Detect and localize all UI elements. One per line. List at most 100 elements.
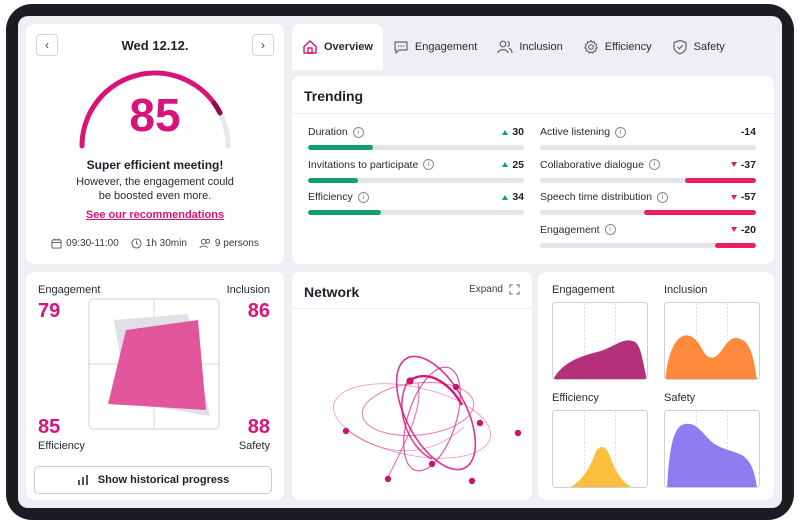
efficiency-label: Efficiency	[38, 440, 85, 452]
shield-icon	[673, 39, 687, 55]
network-card: Network Expand	[292, 272, 532, 500]
info-icon[interactable]: i	[648, 159, 660, 170]
chevron-left-icon: ‹	[45, 38, 49, 52]
info-icon[interactable]: i	[423, 159, 435, 170]
next-day-button[interactable]: ›	[252, 34, 274, 56]
info-icon[interactable]: i	[604, 224, 616, 235]
users-icon	[199, 238, 210, 249]
trending-item-delta: 25	[502, 159, 524, 171]
safety-distribution-label: Safety	[664, 392, 696, 404]
meeting-time-text: 09:30-11:00	[66, 238, 119, 249]
trend-up-icon	[502, 194, 509, 200]
meeting-meta: 09:30-11:00 1h 30min 9 persons	[26, 238, 284, 249]
inclusion-density	[665, 335, 757, 379]
trend-up-icon	[502, 129, 509, 135]
tab-overview[interactable]: Overview	[292, 24, 383, 70]
expand-label: Expand	[469, 284, 503, 295]
trending-item: Efficiency i 34	[308, 191, 524, 221]
safety-density	[667, 423, 757, 487]
safety-label: Safety	[238, 440, 270, 452]
tab-engagement-label: Engagement	[414, 41, 478, 53]
users-icon	[497, 40, 513, 54]
info-icon[interactable]: i	[352, 126, 364, 138]
network-node[interactable]	[406, 377, 414, 385]
trending-item-delta-value: 34	[512, 191, 524, 203]
network-node[interactable]	[384, 475, 392, 483]
tab-engagement[interactable]: Engagement	[383, 24, 487, 70]
network-node[interactable]	[342, 427, 350, 435]
trending-item-bar	[540, 145, 756, 150]
network-graph	[333, 355, 522, 485]
trending-item-label: Invitations to participate i	[308, 158, 435, 171]
meeting-headline: Super efficient meeting!	[86, 158, 224, 172]
efficiency-distribution-plot	[552, 410, 648, 488]
clock-icon	[131, 238, 142, 249]
tab-safety[interactable]: Safety	[662, 24, 735, 70]
tab-efficiency-label: Efficiency	[604, 41, 652, 53]
engagement-score: 79	[38, 300, 61, 322]
trending-item-delta-value: -57	[740, 191, 756, 203]
trending-title: Trending	[304, 88, 364, 104]
expand-button[interactable]: Expand	[469, 284, 520, 295]
tablet-frame: ‹ Wed 12.12. › 85 Super efficient meetin…	[6, 4, 794, 520]
trend-down-icon	[730, 162, 737, 167]
trending-item-delta: -20	[730, 224, 756, 236]
trending-item-label: Active listening i	[540, 126, 627, 138]
home-icon	[303, 40, 317, 54]
trending-item-bar	[308, 177, 524, 183]
trending-item-label: Collaborative dialogue i	[540, 159, 660, 171]
trending-item-bar	[540, 210, 756, 215]
trend-down-icon	[730, 194, 737, 200]
trending-item-bar	[540, 242, 756, 248]
info-icon[interactable]: i	[615, 126, 627, 138]
expand-icon	[509, 284, 520, 295]
meeting-time: 09:30-11:00	[51, 238, 119, 249]
current-shape	[108, 320, 206, 410]
network-node[interactable]	[514, 429, 522, 437]
meeting-duration: 1h 30min	[131, 238, 187, 249]
trending-item-label: Efficiency i	[308, 191, 369, 203]
network-node[interactable]	[428, 460, 436, 468]
trending-item-name: Invitations to participate	[308, 158, 419, 171]
trending-item-label: Duration i	[308, 126, 364, 138]
network-node[interactable]	[468, 477, 476, 485]
tab-inclusion[interactable]: Inclusion	[487, 24, 572, 70]
meeting-persons: 9 persons	[199, 238, 259, 249]
engagement-label: Engagement	[38, 284, 101, 296]
show-historical-progress-button[interactable]: Show historical progress	[34, 466, 272, 494]
efficiency-density	[570, 447, 632, 487]
chevron-right-icon: ›	[261, 38, 265, 52]
trending-item-delta: 30	[502, 126, 524, 138]
efficiency-distribution-label: Efficiency	[552, 392, 599, 404]
score-gauge	[79, 70, 231, 149]
trend-up-icon	[502, 162, 509, 167]
meeting-date: Wed 12.12.	[121, 38, 189, 53]
trending-item-delta-value: -14	[740, 126, 756, 138]
tab-efficiency[interactable]: Efficiency	[573, 24, 662, 70]
inclusion-distribution-plot	[664, 302, 760, 380]
trending-item-delta: 34	[502, 191, 524, 203]
trending-item: Engagement i -20	[540, 224, 756, 254]
previous-day-button[interactable]: ‹	[36, 34, 58, 56]
trending-card: Trending Duration i 30 Invitations to parti…	[292, 76, 774, 264]
info-icon[interactable]: i	[657, 191, 669, 203]
gear-icon	[583, 39, 598, 54]
trending-item: Invitations to participate i 25	[308, 159, 524, 189]
trending-item-name: Speech time distribution	[540, 191, 653, 203]
trending-item-bar-fill	[308, 177, 358, 183]
safety-distribution-plot	[664, 410, 760, 488]
info-icon[interactable]: i	[357, 191, 369, 203]
chat-icon	[394, 41, 408, 54]
trending-item-delta: -57	[730, 191, 756, 203]
network-node[interactable]	[452, 383, 460, 391]
bar-chart-icon	[77, 475, 88, 485]
network-node[interactable]	[476, 419, 484, 427]
quadrant-chart	[88, 298, 220, 430]
trending-item: Speech time distribution i -57	[540, 191, 756, 221]
trending-item-bar	[540, 177, 756, 183]
recommendations-link[interactable]: See our recommendations	[85, 209, 225, 221]
trending-item-label: Engagement i	[540, 224, 616, 236]
trending-item-delta-value: 30	[512, 126, 524, 138]
trending-item-name: Active listening	[540, 126, 611, 138]
trending-item-label: Speech time distribution i	[540, 191, 669, 203]
